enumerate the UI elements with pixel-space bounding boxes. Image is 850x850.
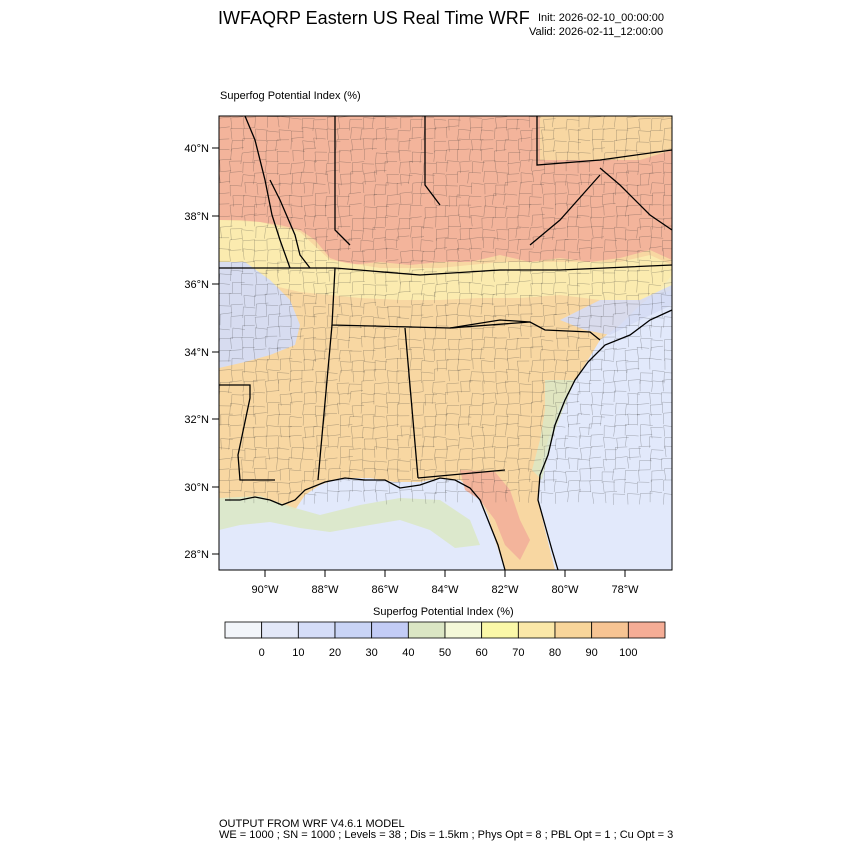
colorbar-swatch: [554, 621, 593, 639]
colorbar-swatch: [261, 621, 299, 639]
colorbar-tick-label: 10: [292, 647, 304, 659]
latitude-axis: 40°N 38°N 36°N 34°N 32°N 30°N 28°N: [184, 143, 219, 561]
lon-tick-label: 90°W: [251, 584, 279, 596]
map-area: [219, 116, 672, 570]
colorbar-swatch: [444, 621, 483, 639]
colorbar-swatch: [627, 621, 666, 639]
valid-time: Valid: 2026-02-11_12:00:00: [529, 26, 664, 38]
colorbar-tick-label: 100: [619, 647, 637, 659]
high-index-region-north: [219, 116, 672, 265]
colorbar-tick-label: 50: [439, 647, 451, 659]
lon-tick-label: 80°W: [551, 584, 579, 596]
colorbar-tick-label: 40: [402, 647, 414, 659]
colorbar-swatch: [591, 621, 629, 639]
colorbar-swatch: [334, 621, 373, 639]
init-time: Init: 2026-02-10_00:00:00: [538, 12, 664, 24]
lon-tick-label: 82°W: [491, 584, 519, 596]
low-index-region-west: [219, 262, 300, 368]
lat-tick-label: 40°N: [184, 143, 209, 155]
transition-band: [219, 220, 672, 300]
low-index-region-east: [560, 285, 672, 335]
colorbar-swatch: [371, 621, 409, 639]
lon-tick-label: 86°W: [371, 584, 399, 596]
colorbar: [224, 621, 666, 639]
colorbar-swatch: [517, 621, 556, 639]
colorbar-labels: 0 10 20 30 40 50 60 70 80 90 100: [259, 647, 638, 659]
colorbar-title: Superfog Potential Index (%): [373, 606, 514, 618]
model-info-line1: OUTPUT FROM WRF V4.6.1 MODEL: [219, 818, 405, 830]
colorbar-tick-label: 30: [366, 647, 378, 659]
colorbar-swatch: [224, 621, 263, 639]
colorbar-tick-label: 0: [259, 647, 265, 659]
colorbar-swatch: [297, 621, 336, 639]
colorbar-tick-label: 20: [329, 647, 341, 659]
model-info-line2: WE = 1000 ; SN = 1000 ; Levels = 38 ; Di…: [219, 829, 674, 841]
plot-title: IWFAQRP Eastern US Real Time WRF: [218, 8, 530, 28]
colorbar-tick-label: 90: [586, 647, 598, 659]
lat-tick-label: 30°N: [184, 482, 209, 494]
lon-tick-label: 78°W: [611, 584, 639, 596]
colorbar-swatch: [481, 621, 519, 639]
colorbar-tick-label: 70: [512, 647, 524, 659]
county-boundaries: [219, 116, 672, 506]
lat-tick-label: 38°N: [184, 211, 209, 223]
coastline: [225, 309, 672, 570]
gulf-coast-band: [219, 496, 480, 548]
longitude-axis: 90°W 88°W 86°W 84°W 82°W 80°W 78°W: [251, 570, 639, 596]
lat-tick-label: 34°N: [184, 347, 209, 359]
map-field-label: Superfog Potential Index (%): [220, 90, 361, 102]
high-index-region-florida: [460, 470, 530, 560]
lon-tick-label: 84°W: [431, 584, 459, 596]
lat-tick-label: 28°N: [184, 549, 209, 561]
colorbar-tick-label: 60: [476, 647, 488, 659]
state-boundaries: [219, 116, 672, 481]
lat-tick-label: 36°N: [184, 279, 209, 291]
colorbar-swatch: [407, 621, 446, 639]
lon-tick-label: 88°W: [311, 584, 339, 596]
mid-index-band: [540, 116, 672, 160]
lat-tick-label: 32°N: [184, 414, 209, 426]
colorbar-tick-label: 80: [549, 647, 561, 659]
